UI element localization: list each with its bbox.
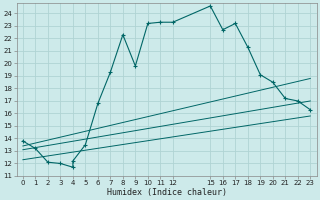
X-axis label: Humidex (Indice chaleur): Humidex (Indice chaleur) [107,188,227,197]
